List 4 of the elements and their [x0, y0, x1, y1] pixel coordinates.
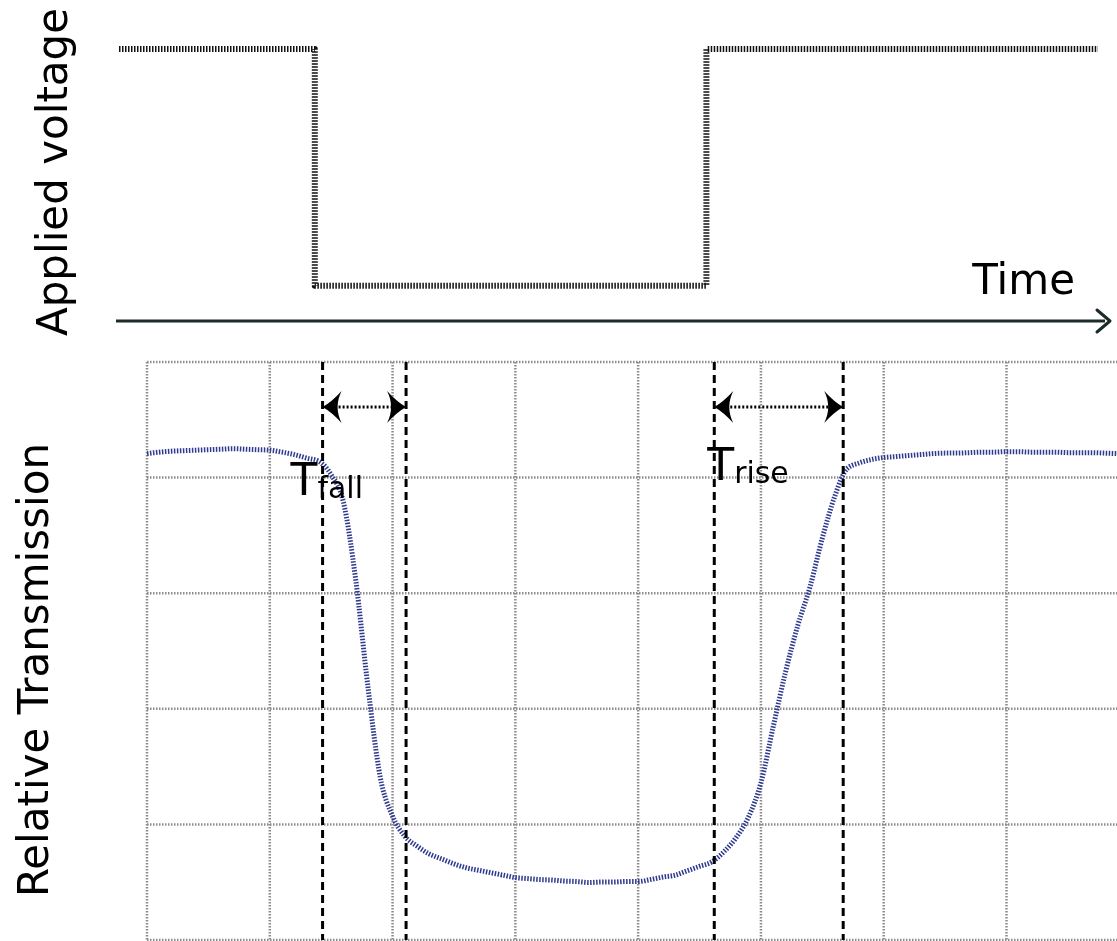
y-axis-title: Applied voltage: [27, 7, 77, 337]
y-axis-title: Relative Transmission: [8, 442, 58, 898]
x-axis-title: Time: [971, 255, 1075, 304]
annotation: T$_{rise}$: [706, 439, 789, 490]
